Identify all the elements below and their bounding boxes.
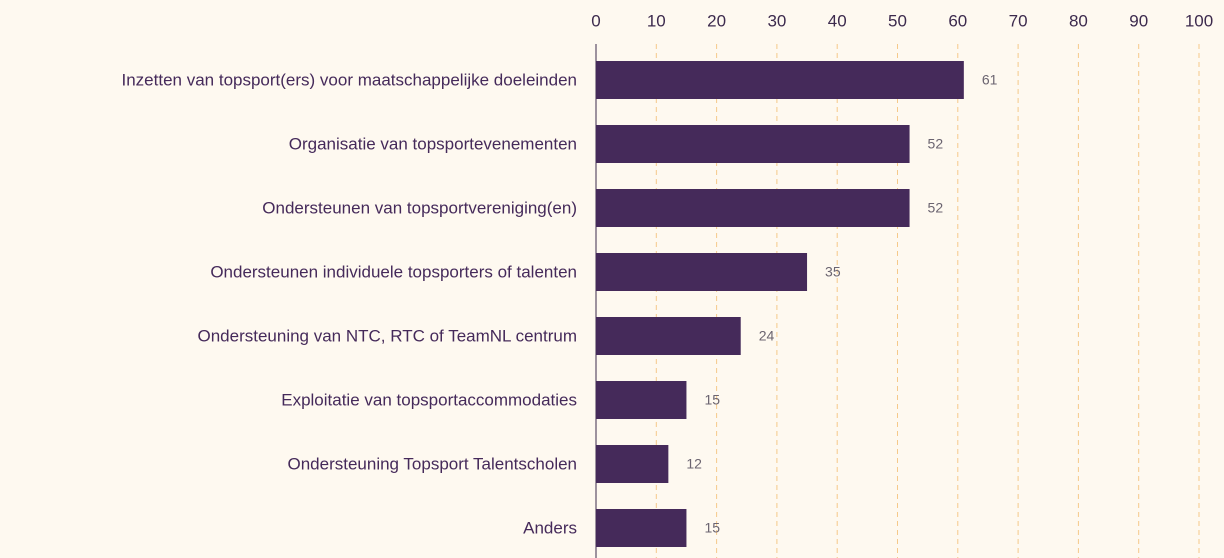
- x-tick-label: 90: [1129, 11, 1148, 30]
- data-label: 52: [928, 136, 944, 152]
- x-tick-label: 100: [1185, 11, 1213, 30]
- y-tick-label: Anders: [523, 518, 577, 537]
- data-label: 24: [759, 328, 775, 344]
- y-tick-label: Ondersteunen individuele topsporters of …: [210, 262, 577, 281]
- y-tick-label: Organisatie van topsportevenementen: [289, 134, 577, 153]
- x-tick-label: 0: [591, 11, 600, 30]
- data-label: 12: [686, 456, 702, 472]
- x-tick-label: 70: [1009, 11, 1028, 30]
- bar: [596, 189, 910, 227]
- y-tick-label: Exploitatie van topsportaccommodaties: [281, 390, 577, 409]
- x-tick-label: 80: [1069, 11, 1088, 30]
- bar: [596, 125, 910, 163]
- bar: [596, 509, 687, 547]
- data-label: 15: [704, 520, 720, 536]
- x-tick-label: 40: [828, 11, 847, 30]
- bar: [596, 381, 687, 419]
- x-tick-label: 50: [888, 11, 907, 30]
- y-tick-label: Ondersteunen van topsportvereniging(en): [262, 198, 577, 217]
- x-tick-label: 60: [948, 11, 967, 30]
- data-label: 15: [704, 392, 720, 408]
- bar: [596, 317, 741, 355]
- data-label: 61: [982, 72, 998, 88]
- x-tick-label: 30: [767, 11, 786, 30]
- bar: [596, 253, 808, 291]
- x-tick-label: 20: [707, 11, 726, 30]
- y-tick-label: Ondersteuning Topsport Talentscholen: [287, 454, 577, 473]
- y-tick-label: Inzetten van topsport(ers) voor maatscha…: [122, 70, 578, 89]
- data-label: 35: [825, 264, 841, 280]
- bar: [596, 445, 669, 483]
- data-label: 52: [928, 200, 944, 216]
- x-tick-label: 10: [647, 11, 666, 30]
- bar: [596, 61, 964, 99]
- y-tick-label: Ondersteuning van NTC, RTC of TeamNL cen…: [197, 326, 577, 345]
